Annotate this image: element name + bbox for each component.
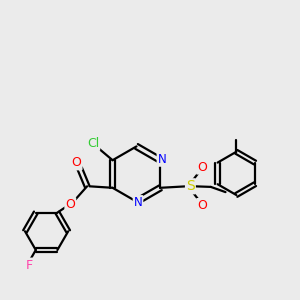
Text: N: N xyxy=(158,153,166,166)
Text: S: S xyxy=(186,179,195,193)
Text: O: O xyxy=(65,198,75,211)
Text: N: N xyxy=(134,196,142,209)
Text: O: O xyxy=(197,160,207,174)
Text: O: O xyxy=(197,199,207,212)
Text: O: O xyxy=(72,156,82,170)
Text: Cl: Cl xyxy=(87,137,99,150)
Text: F: F xyxy=(26,259,33,272)
